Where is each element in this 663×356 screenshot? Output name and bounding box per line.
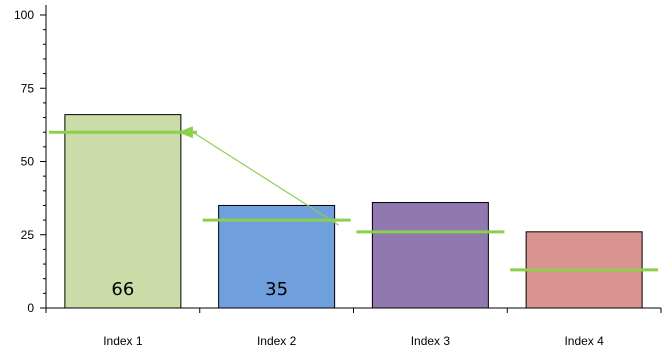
y-tick-label: 100 bbox=[14, 8, 34, 22]
x-tick-label: Index 1 bbox=[103, 334, 143, 348]
x-tick-label: Index 3 bbox=[411, 334, 451, 348]
y-tick-label: 75 bbox=[21, 81, 35, 95]
bars-group: 66 35 bbox=[64, 114, 643, 309]
markers-group bbox=[48, 130, 659, 272]
y-tick-label: 50 bbox=[21, 155, 35, 169]
y-tick-label: 0 bbox=[27, 301, 34, 315]
bar-data-label: 66 bbox=[111, 279, 134, 300]
x-tick-label: Index 2 bbox=[257, 334, 297, 348]
arrow-head bbox=[177, 126, 193, 139]
y-axis: 0 25 50 75 100 bbox=[14, 5, 47, 315]
arrow-line bbox=[192, 131, 339, 226]
x-tick-label: Index 4 bbox=[564, 334, 604, 348]
y-tick-label: 25 bbox=[21, 228, 35, 242]
arrow-annotation-group bbox=[177, 126, 339, 226]
x-axis: Index 1 Index 2 Index 3 Index 4 bbox=[45, 307, 662, 348]
bar bbox=[371, 202, 489, 309]
bar-data-label: 35 bbox=[265, 279, 288, 300]
